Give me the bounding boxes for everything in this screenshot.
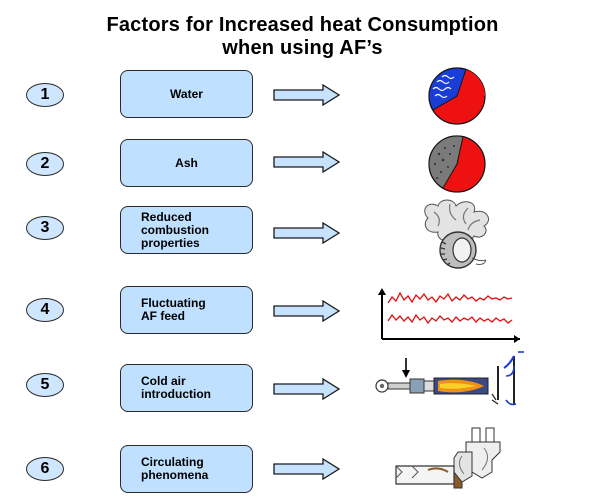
- factor-number-4: 4: [26, 298, 64, 322]
- factor-label-cold-air: Cold air introduction: [141, 374, 211, 401]
- factor-box-water: Water: [120, 70, 253, 118]
- factor-label-ash: Ash: [175, 155, 198, 170]
- factor-number-6: 6: [26, 457, 64, 481]
- factor-box-cold-air: Cold air introduction: [120, 364, 253, 412]
- factor-label-reduced-combustion: Reduced combustion properties: [141, 209, 209, 250]
- factor-label-circulating: Circulating phenomena: [141, 455, 209, 482]
- arrow-icon: [273, 300, 341, 322]
- factor-label-water: Water: [170, 86, 203, 101]
- arrow-icon: [273, 222, 341, 244]
- factor-box-circulating: Circulating phenomena: [120, 445, 253, 493]
- water-pie-icon: [428, 67, 486, 125]
- arrow-icon: [273, 151, 341, 173]
- factor-box-ash: Ash: [120, 139, 253, 187]
- factor-label-fluctuating-feed: Fluctuating AF feed: [141, 296, 206, 323]
- tire-combustion-icon: [424, 199, 489, 269]
- factor-number-1: 1: [26, 83, 64, 107]
- arrow-icon: [273, 378, 341, 400]
- arrow-icon: [273, 84, 341, 106]
- factor-number-3: 3: [26, 216, 64, 240]
- kiln-preheater-icon: [395, 427, 501, 489]
- factor-box-fluctuating-feed: Fluctuating AF feed: [120, 286, 253, 334]
- arrow-icon: [273, 458, 341, 480]
- burner-flame-icon: [375, 351, 524, 406]
- title-line-1: Factors for Increased heat Consumption: [106, 14, 499, 36]
- factor-number-5: 5: [26, 373, 64, 397]
- ash-pie-icon: [428, 135, 486, 193]
- title-line-2: when using AF’s: [222, 37, 383, 59]
- factor-box-reduced-combustion: Reduced combustion properties: [120, 206, 253, 254]
- fluctuating-feed-graph-icon: [378, 288, 520, 343]
- factor-number-2: 2: [26, 152, 64, 176]
- page-title: Factors for Increased heat Consumption w…: [0, 14, 605, 60]
